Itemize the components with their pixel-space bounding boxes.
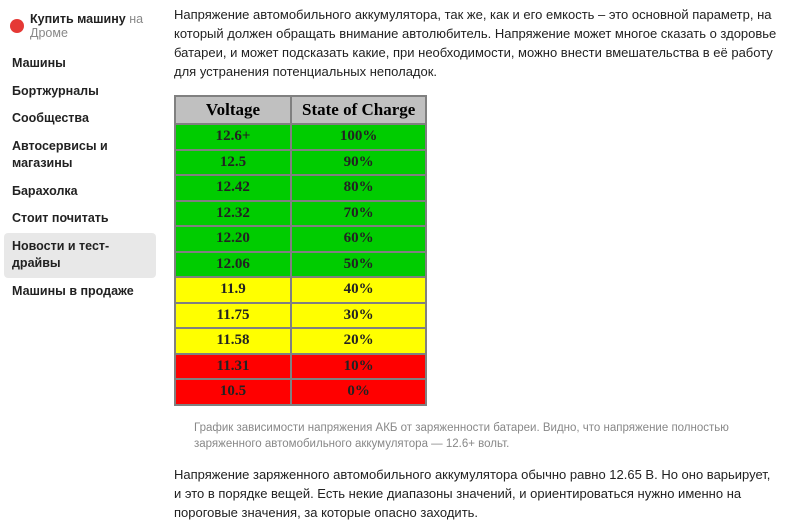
- paragraph-2: Напряжение заряженного автомобильного ак…: [174, 466, 780, 523]
- chart-caption: График зависимости напряжения АКБ от зар…: [174, 412, 734, 466]
- site-title-bold: Купить машину: [30, 12, 126, 26]
- nav-list: МашиныБортжурналыСообществаАвтосервисы и…: [0, 50, 160, 305]
- soc-header-state: State of Charge: [291, 96, 426, 124]
- nav-item-7[interactable]: Машины в продаже: [0, 278, 160, 306]
- soc-cell-voltage: 12.20: [175, 226, 291, 252]
- soc-cell-voltage: 11.58: [175, 328, 291, 354]
- soc-table: Voltage State of Charge 12.6+100%12.590%…: [174, 95, 427, 406]
- soc-cell-voltage: 11.9: [175, 277, 291, 303]
- soc-cell-state: 80%: [291, 175, 426, 201]
- soc-row: 11.7530%: [175, 303, 426, 329]
- soc-cell-voltage: 11.75: [175, 303, 291, 329]
- soc-cell-voltage: 12.06: [175, 252, 291, 278]
- soc-cell-voltage: 12.6+: [175, 124, 291, 150]
- nav-item-5[interactable]: Стоит почитать: [0, 205, 160, 233]
- soc-row: 12.6+100%: [175, 124, 426, 150]
- soc-row: 11.940%: [175, 277, 426, 303]
- soc-table-header-row: Voltage State of Charge: [175, 96, 426, 124]
- site-header[interactable]: Купить машину на Дроме: [0, 8, 160, 50]
- soc-row: 11.5820%: [175, 328, 426, 354]
- site-title: Купить машину на Дроме: [30, 12, 150, 40]
- soc-cell-voltage: 11.31: [175, 354, 291, 380]
- soc-cell-state: 90%: [291, 150, 426, 176]
- nav-item-6[interactable]: Новости и тест-драйвы: [4, 233, 156, 278]
- soc-row: 10.50%: [175, 379, 426, 405]
- soc-row: 12.3270%: [175, 201, 426, 227]
- soc-row: 12.0650%: [175, 252, 426, 278]
- nav-item-0[interactable]: Машины: [0, 50, 160, 78]
- article-content: Напряжение автомобильного аккумулятора, …: [160, 0, 800, 531]
- nav-item-3[interactable]: Автосервисы и магазины: [0, 133, 160, 178]
- paragraph-intro: Напряжение автомобильного аккумулятора, …: [174, 6, 780, 81]
- soc-cell-state: 30%: [291, 303, 426, 329]
- logo-icon: [10, 19, 24, 33]
- soc-cell-state: 20%: [291, 328, 426, 354]
- soc-cell-state: 60%: [291, 226, 426, 252]
- nav-item-4[interactable]: Барахолка: [0, 178, 160, 206]
- nav-item-2[interactable]: Сообщества: [0, 105, 160, 133]
- soc-header-voltage: Voltage: [175, 96, 291, 124]
- soc-cell-voltage: 12.5: [175, 150, 291, 176]
- soc-cell-voltage: 10.5: [175, 379, 291, 405]
- soc-cell-state: 40%: [291, 277, 426, 303]
- soc-chart: Voltage State of Charge 12.6+100%12.590%…: [174, 95, 780, 406]
- soc-row: 12.4280%: [175, 175, 426, 201]
- sidebar: Купить машину на Дроме МашиныБортжурналы…: [0, 0, 160, 531]
- soc-cell-state: 100%: [291, 124, 426, 150]
- nav-item-1[interactable]: Бортжурналы: [0, 78, 160, 106]
- soc-cell-state: 10%: [291, 354, 426, 380]
- soc-row: 12.2060%: [175, 226, 426, 252]
- soc-cell-state: 70%: [291, 201, 426, 227]
- soc-row: 11.3110%: [175, 354, 426, 380]
- soc-cell-voltage: 12.42: [175, 175, 291, 201]
- soc-cell-state: 50%: [291, 252, 426, 278]
- soc-cell-state: 0%: [291, 379, 426, 405]
- soc-row: 12.590%: [175, 150, 426, 176]
- soc-cell-voltage: 12.32: [175, 201, 291, 227]
